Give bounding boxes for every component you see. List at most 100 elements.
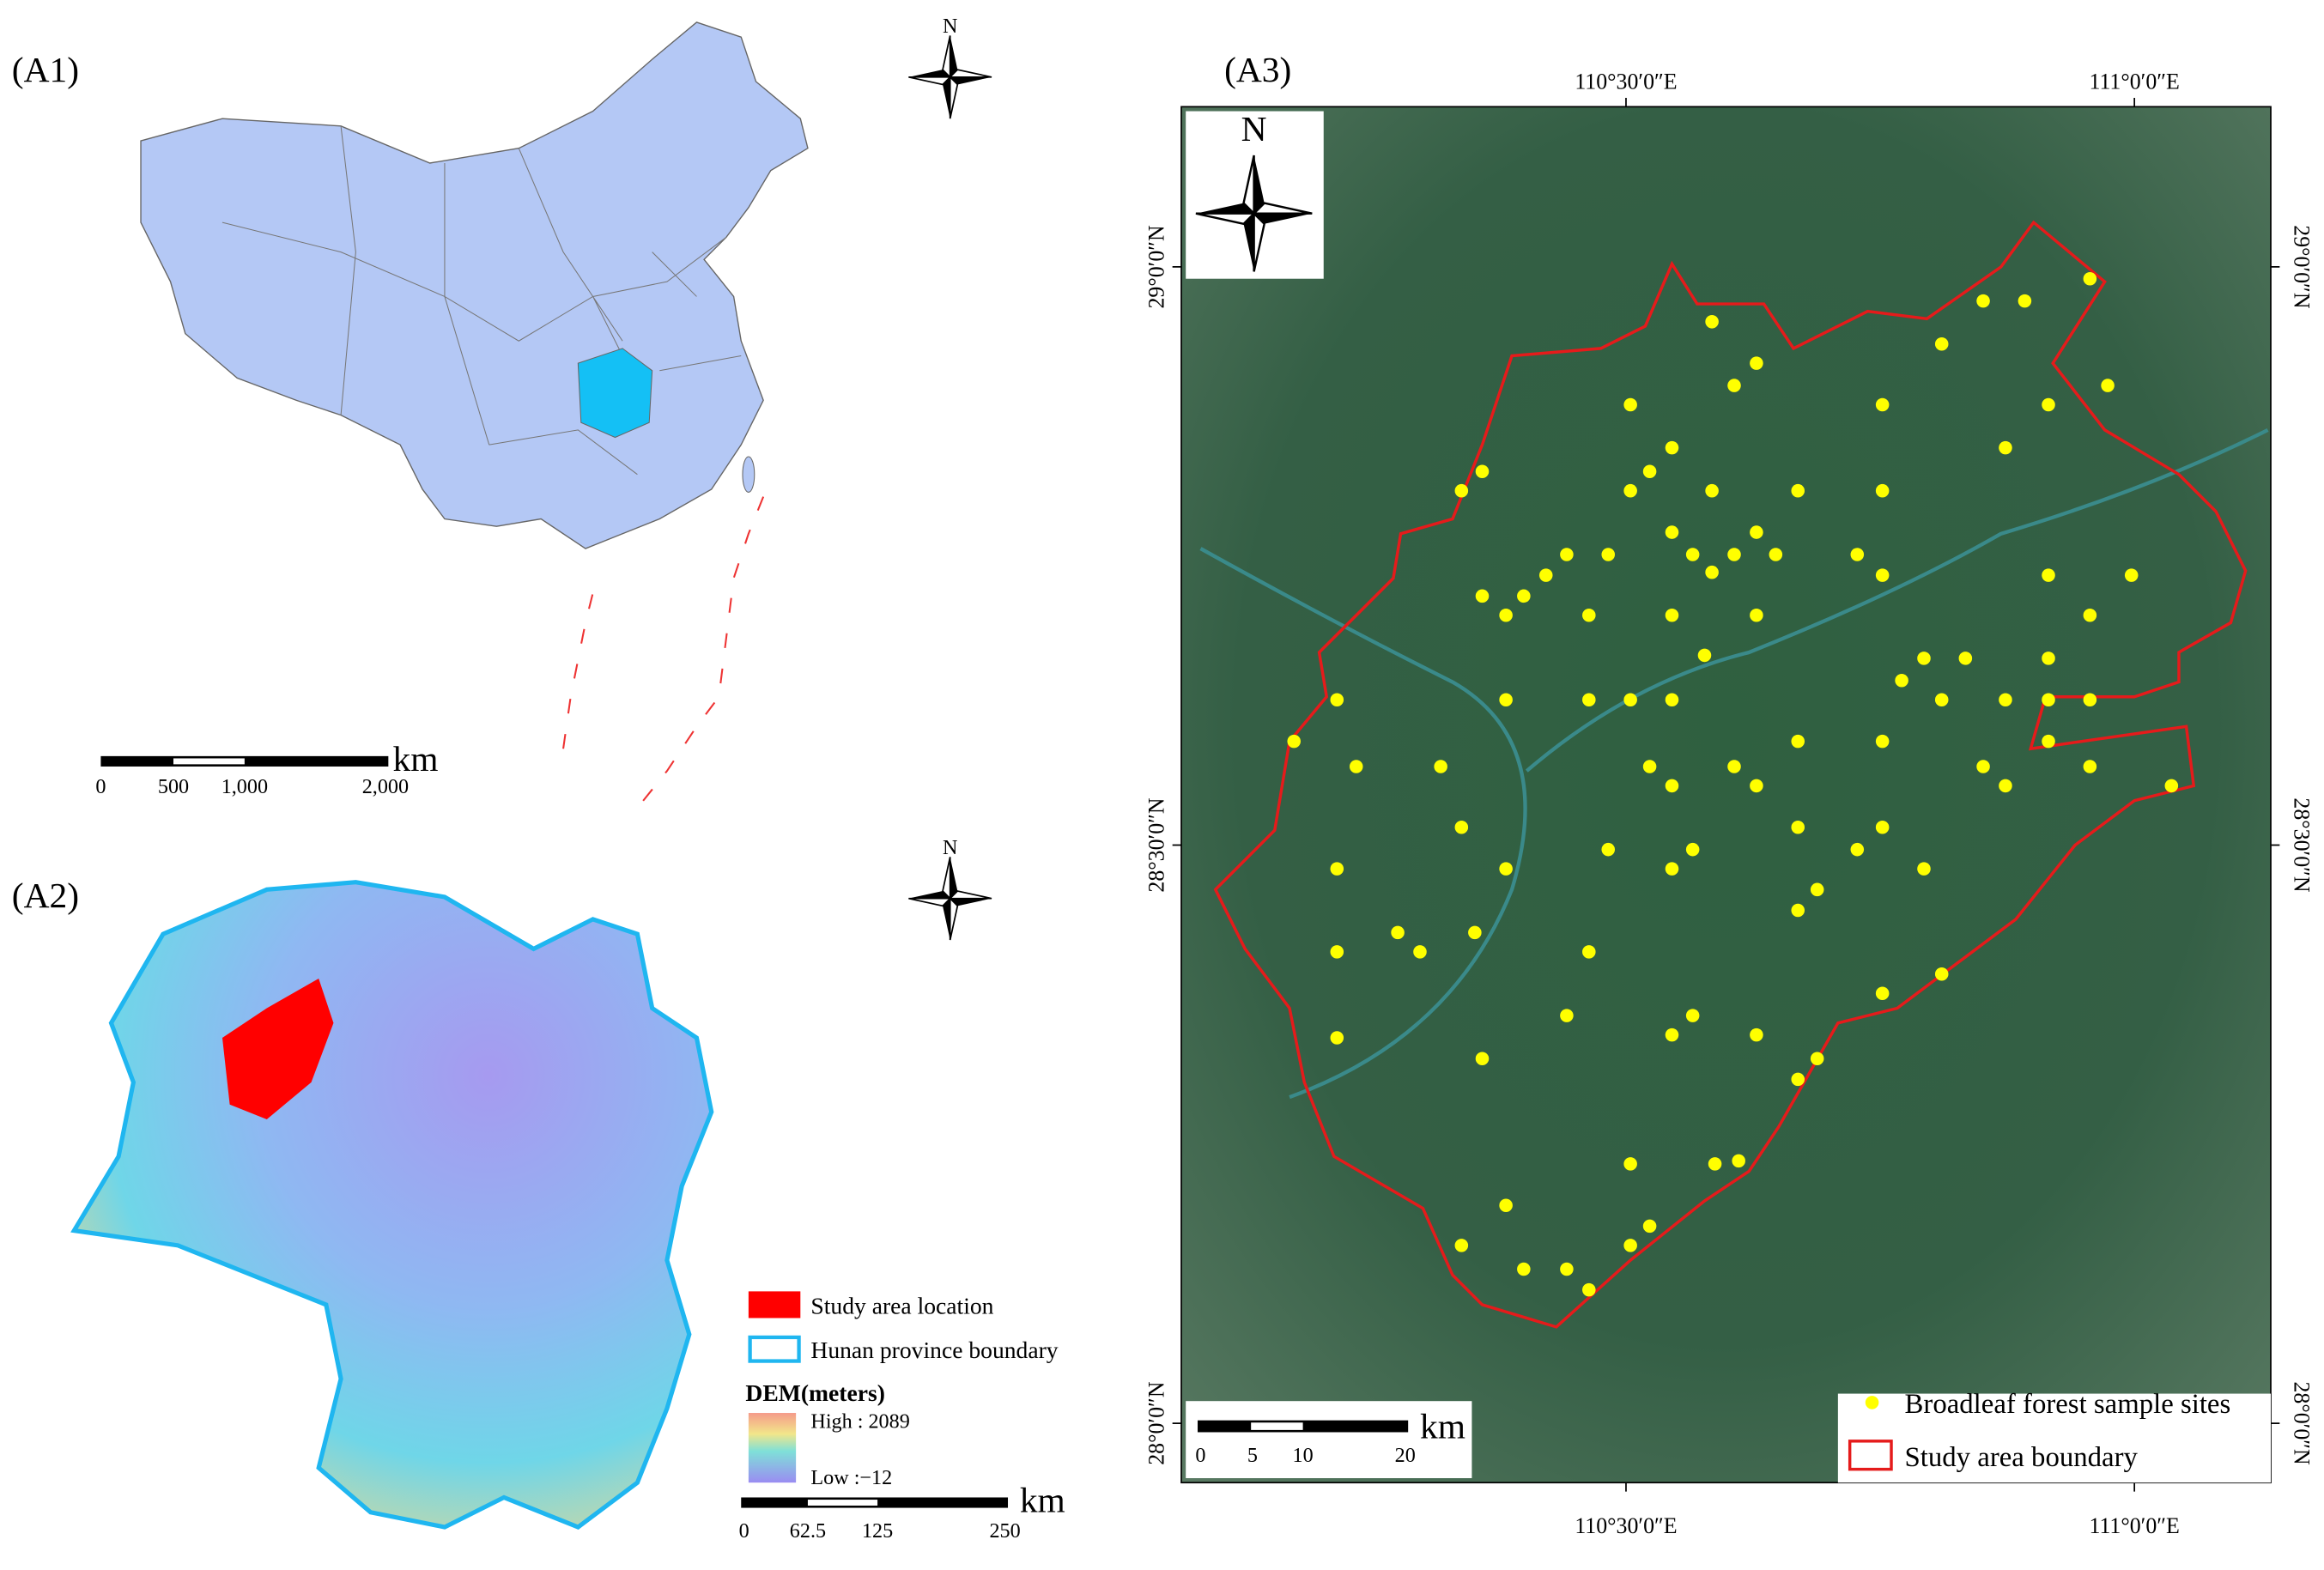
north-arrow: N	[907, 836, 992, 941]
sample-site	[1958, 652, 1973, 665]
coord-ticks	[1172, 97, 2280, 1492]
sample-site	[1791, 734, 1805, 749]
sample-site	[1499, 693, 1513, 707]
legend: Study area location Hunan province bound…	[745, 1291, 1059, 1489]
sample-site	[1708, 1157, 1722, 1171]
sample-site	[1642, 464, 1657, 479]
scale-label: 0	[739, 1519, 749, 1543]
legend-label: Hunan province boundary	[810, 1337, 1058, 1363]
sample-site	[2042, 397, 2055, 412]
north-label: N	[943, 836, 957, 859]
sample-site	[1582, 693, 1596, 707]
coord-label: 28°0′0″N	[2290, 1381, 2315, 1465]
scale-unit: km	[1020, 1481, 1065, 1520]
panel-label: (A1)	[12, 50, 79, 90]
sample-site	[1330, 945, 1344, 959]
scale-label: 500	[158, 775, 189, 798]
legend-title: DEM(meters)	[745, 1379, 884, 1406]
sample-site	[1875, 734, 1890, 749]
sample-site	[1330, 862, 1344, 876]
sample-site	[2042, 652, 2055, 665]
coord-label: 111°0′0″E	[2089, 70, 2179, 94]
sample-site	[1791, 903, 1805, 918]
sample-site	[1287, 734, 1302, 749]
sample-site	[1732, 1154, 1745, 1168]
scale-label: 125	[862, 1519, 893, 1543]
legend: Broadleaf forest sample sites Study area…	[1848, 1389, 2230, 1473]
sample-site	[1499, 862, 1513, 876]
sample-site	[1875, 568, 1890, 582]
sample-site	[1601, 548, 1616, 561]
scale-box	[1186, 1401, 1472, 1479]
scale-bar: 0 62.5 125 250 km	[739, 1481, 1065, 1543]
coord-label: 28°0′0″N	[1144, 1381, 1168, 1465]
scale-bar: 0 5 10 20 km	[1195, 1406, 1465, 1467]
sample-site	[1727, 548, 1741, 561]
study-area-boundary	[1213, 220, 2248, 1329]
scale-unit: km	[1420, 1406, 1465, 1446]
china-map	[140, 21, 809, 549]
sample-site	[2042, 693, 2055, 707]
legend-label: High : 2089	[810, 1409, 909, 1433]
panel-label: (A2)	[12, 876, 79, 916]
sample-site	[1538, 568, 1553, 582]
study-area	[221, 978, 334, 1120]
province-lines	[340, 125, 742, 476]
sample-site	[1685, 842, 1700, 857]
legend-box	[1837, 1393, 2271, 1483]
sample-site	[1560, 1262, 1574, 1276]
sample-site	[1601, 842, 1616, 857]
north-arrow: N	[907, 15, 992, 120]
sample-site	[1330, 693, 1344, 707]
sample-site	[1623, 397, 1637, 412]
sample-site	[1697, 648, 1712, 663]
scale-label: 250	[989, 1519, 1020, 1543]
coord-label: 28°30′0″N	[2290, 797, 2315, 893]
sample-site	[1934, 693, 1949, 707]
north-label: N	[1241, 109, 1267, 149]
scale-label: 5	[1247, 1444, 1258, 1467]
sample-site	[1623, 483, 1637, 498]
sample-site	[2083, 271, 2097, 286]
sample-site	[1475, 1052, 1490, 1065]
north-label: N	[943, 15, 957, 38]
sample-site	[1499, 1198, 1513, 1212]
sample-site	[1665, 693, 1679, 707]
north-arrow: N	[1194, 109, 1314, 273]
sample-site	[1349, 760, 1363, 773]
scale-label: 10	[1293, 1444, 1314, 1467]
scale-label: 2,000	[362, 775, 409, 798]
coord-label: 28°30′0″N	[1144, 797, 1168, 893]
sample-site	[2083, 760, 2097, 773]
sample-site	[1582, 609, 1596, 622]
sample-site	[1769, 548, 1783, 561]
scale-label: 20	[1395, 1444, 1416, 1467]
panel-label: (A3)	[1224, 50, 1291, 90]
sample-site	[1517, 1262, 1531, 1276]
taiwan	[742, 456, 755, 493]
sample-site	[2018, 294, 2032, 308]
sample-site	[1791, 821, 1805, 834]
sample-site	[2042, 568, 2055, 582]
sample-site	[1727, 379, 1741, 392]
coordinate-labels: 110°30′0″E 111°0′0″E 110°30′0″E 111°0′0″…	[1144, 70, 2314, 1538]
sample-site	[1665, 525, 1679, 539]
coord-label: 29°0′0″N	[2290, 225, 2315, 309]
province-lines	[221, 221, 727, 342]
sample-site	[1665, 779, 1679, 793]
scale-unit: km	[393, 739, 439, 779]
scale-bar: 0 500 1,000 2,000 km	[95, 739, 438, 798]
river	[1199, 427, 2269, 1100]
sample-site	[1499, 609, 1513, 622]
sample-site	[1434, 760, 1447, 773]
legend-label: Study area location	[810, 1292, 993, 1318]
sample-site	[1976, 294, 1990, 308]
sample-site	[1454, 1239, 1469, 1252]
sample-site	[1517, 589, 1531, 603]
coord-label: 110°30′0″E	[1575, 70, 1677, 94]
sample-site	[2042, 734, 2055, 749]
coord-label: 111°0′0″E	[2089, 1513, 2179, 1538]
sample-site	[1665, 862, 1679, 876]
sample-site	[1454, 483, 1469, 498]
sample-site	[1875, 397, 1890, 412]
